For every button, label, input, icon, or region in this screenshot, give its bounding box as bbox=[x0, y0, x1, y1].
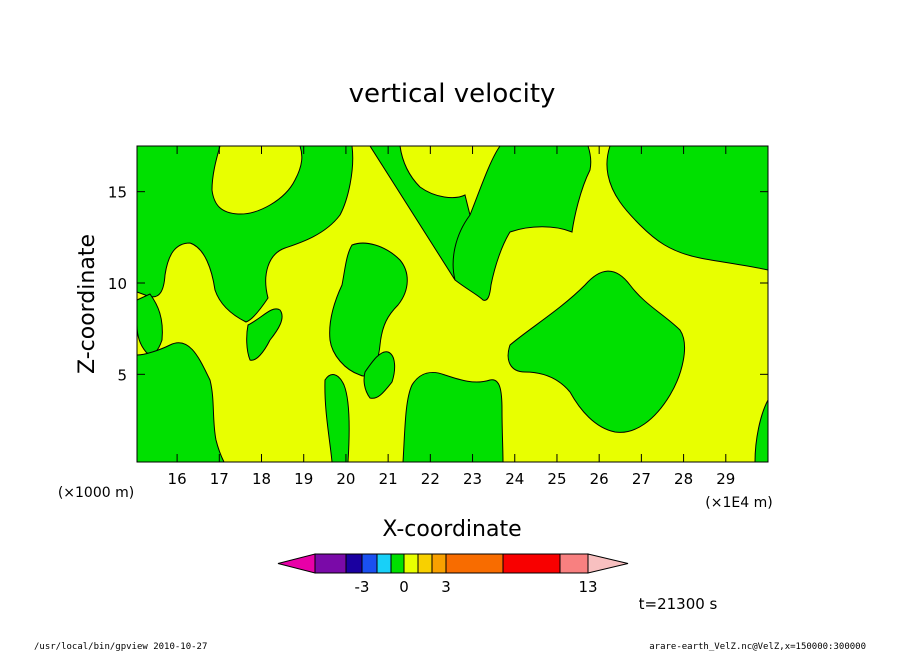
chart-title: vertical velocity bbox=[349, 79, 556, 109]
colorbar-swatch bbox=[376, 553, 392, 574]
y-tick-label: 15 bbox=[108, 184, 127, 202]
colorbar-swatch bbox=[345, 553, 363, 574]
x-tick-label: 19 bbox=[294, 470, 313, 488]
x-tick-label: 26 bbox=[590, 470, 609, 488]
colorbar-swatch bbox=[277, 553, 316, 574]
x-unit-right: (×1E4 m) bbox=[705, 495, 772, 511]
x-tick-label: 18 bbox=[252, 470, 271, 488]
colorbar: -3 0 3 13 bbox=[277, 553, 629, 596]
time-label: t=21300 s bbox=[639, 595, 718, 613]
contour-region-negative bbox=[369, 145, 592, 301]
colorbar-swatch bbox=[445, 553, 504, 574]
plot-area bbox=[136, 145, 769, 463]
footer-right: arare-earth_VelZ.nc@VelZ,x=150000:300000 bbox=[649, 642, 866, 652]
colorbar-swatch bbox=[314, 553, 347, 574]
colorbar-swatch bbox=[431, 553, 447, 574]
x-tick-label: 16 bbox=[168, 470, 187, 488]
plot-frame bbox=[136, 145, 769, 463]
x-axis: 16 17 18 19 20 21 22 23 24 25 26 27 28 29 bbox=[168, 146, 735, 488]
colorbar-label: 13 bbox=[578, 578, 597, 596]
y-tick-label: 5 bbox=[117, 366, 127, 384]
contour-region-negative bbox=[402, 372, 504, 463]
colorbar-swatch bbox=[390, 553, 405, 574]
contour-region-negative bbox=[136, 145, 354, 323]
x-tick-label: 20 bbox=[336, 470, 355, 488]
colorbar-swatch bbox=[559, 553, 589, 574]
x-tick-label: 24 bbox=[505, 470, 524, 488]
x-tick-label: 29 bbox=[716, 470, 735, 488]
x-tick-label: 23 bbox=[463, 470, 482, 488]
colorbar-swatch bbox=[417, 553, 433, 574]
colorbar-label: 0 bbox=[399, 578, 409, 596]
colorbar-label: 3 bbox=[441, 578, 451, 596]
colorbar-swatch bbox=[587, 553, 629, 574]
contour-region-negative bbox=[363, 351, 396, 399]
x-tick-label: 28 bbox=[674, 470, 693, 488]
contour-region-negative bbox=[246, 308, 283, 361]
x-tick-label: 22 bbox=[421, 470, 440, 488]
x-tick-label: 21 bbox=[379, 470, 398, 488]
colorbar-swatch bbox=[502, 553, 561, 574]
x-unit-left: (×1000 m) bbox=[58, 485, 134, 501]
colorbar-swatch bbox=[403, 553, 419, 574]
contour-region-negative bbox=[136, 342, 225, 463]
colorbar-label: -3 bbox=[355, 578, 370, 596]
contour-region-negative bbox=[324, 374, 350, 463]
x-axis-label: X-coordinate bbox=[382, 517, 521, 542]
x-tick-label: 27 bbox=[632, 470, 651, 488]
contour-region-negative bbox=[507, 270, 686, 433]
y-axis: 5 10 15 bbox=[108, 184, 768, 384]
colorbar-swatch bbox=[361, 553, 378, 574]
footer-left: /usr/local/bin/gpview 2010-10-27 bbox=[34, 642, 208, 652]
y-axis-label: Z-coordinate bbox=[75, 234, 100, 374]
y-tick-label: 10 bbox=[108, 275, 127, 293]
contour-region-negative bbox=[606, 145, 769, 271]
x-tick-label: 25 bbox=[547, 470, 566, 488]
x-tick-label: 17 bbox=[210, 470, 229, 488]
